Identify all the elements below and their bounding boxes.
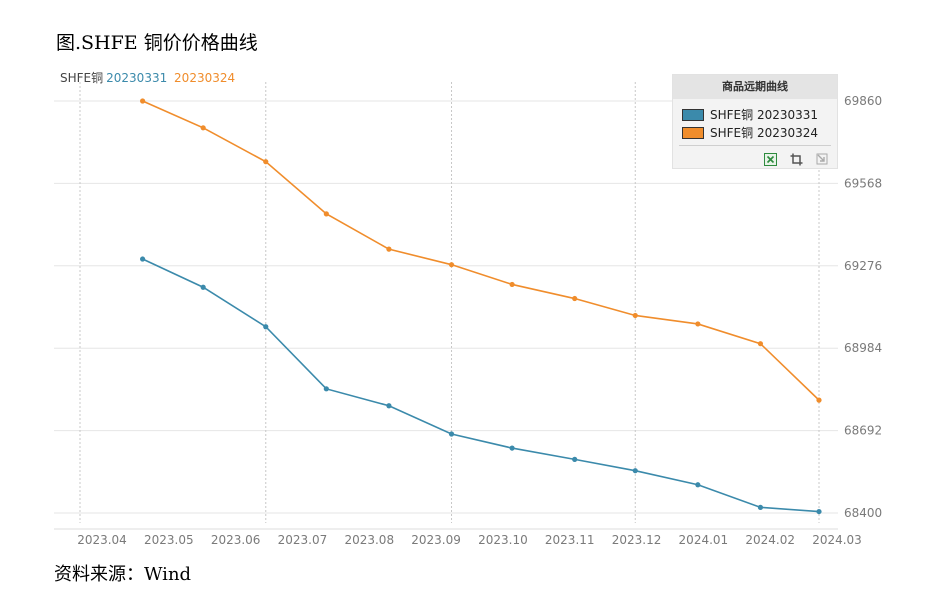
data-point-20230324: [695, 321, 701, 327]
data-point-20230331: [323, 386, 329, 392]
data-point-20230331: [695, 482, 701, 488]
data-point-20230331: [632, 468, 638, 474]
x-tick-label: 2023.12: [612, 533, 662, 547]
data-point-20230331: [448, 431, 455, 437]
data-point-20230331: [386, 403, 392, 409]
data-point-20230324: [632, 312, 638, 319]
y-tick-label: 69568: [844, 176, 882, 190]
data-point-20230324: [509, 281, 515, 288]
data-point-20230324: [448, 262, 455, 268]
legend-panel-item-20230331[interactable]: SHFE铜 20230331: [682, 107, 818, 123]
data-point-20230324: [200, 125, 206, 131]
figure-title: 图.SHFE 铜价价格曲线: [56, 32, 258, 54]
x-tick-label: 2023.06: [211, 533, 261, 547]
legend-panel-divider: [679, 145, 831, 146]
x-tick-label: 2024.01: [679, 533, 729, 547]
data-point-20230324: [323, 211, 329, 217]
x-tick-label: 2023.11: [545, 533, 595, 547]
legend-series-20230324[interactable]: 20230324: [174, 71, 236, 85]
data-point-20230331: [509, 445, 515, 451]
y-tick-label: 69860: [844, 94, 882, 108]
data-point-20230324: [572, 295, 578, 302]
data-point-20230324: [263, 159, 269, 165]
data-point-20230324: [139, 98, 146, 104]
legend-panel-item-label: SHFE铜 20230331: [710, 108, 819, 122]
x-tick-label: 2024.03: [812, 533, 862, 547]
x-tick-label: 2023.07: [278, 533, 328, 547]
y-tick-label: 69276: [844, 259, 882, 273]
x-tick-label: 2024.02: [745, 533, 795, 547]
legend-swatch-20230324: [682, 127, 704, 139]
data-point-20230331: [200, 284, 206, 290]
data-point-20230324: [757, 341, 764, 347]
legend-panel: 商品远期曲线 SHFE铜 20230331 SHFE铜 20230324: [672, 74, 838, 169]
data-point-20230331: [139, 256, 146, 262]
x-tick-label: 2023.08: [344, 533, 394, 547]
data-point-20230331: [816, 508, 822, 515]
data-point-20230331: [572, 456, 578, 462]
data-point-20230324: [816, 397, 822, 403]
data-point-20230331: [757, 504, 764, 510]
legend-swatch-20230331: [682, 109, 704, 121]
series-legend-top: SHFE铜 20230331 20230324: [60, 69, 235, 86]
crop-icon[interactable]: [790, 151, 803, 166]
y-tick-label: 68692: [844, 424, 882, 438]
series-line-20230331: [142, 258, 820, 513]
legend-panel-toolbar: [756, 151, 829, 166]
legend-panel-item-20230324[interactable]: SHFE铜 20230324: [682, 125, 818, 141]
legend-commodity-label: SHFE铜: [60, 71, 104, 85]
data-point-20230331: [263, 324, 269, 330]
y-tick-label: 68400: [844, 506, 882, 520]
legend-panel-item-label: SHFE铜 20230324: [710, 126, 819, 140]
data-point-20230324: [386, 246, 392, 252]
x-tick-label: 2023.10: [478, 533, 528, 547]
legend-series-20230331[interactable]: 20230331: [106, 71, 168, 85]
series-line-20230324: [142, 100, 820, 401]
y-tick-label: 68984: [844, 341, 882, 355]
x-tick-label: 2023.04: [77, 533, 127, 547]
select-icon[interactable]: [816, 151, 829, 165]
excel-export-icon[interactable]: [763, 151, 777, 166]
x-tick-label: 2023.09: [411, 533, 461, 547]
legend-panel-title: 商品远期曲线: [673, 75, 837, 99]
x-tick-label: 2023.05: [144, 533, 194, 547]
figure-source: 资料来源：Wind: [54, 564, 192, 585]
